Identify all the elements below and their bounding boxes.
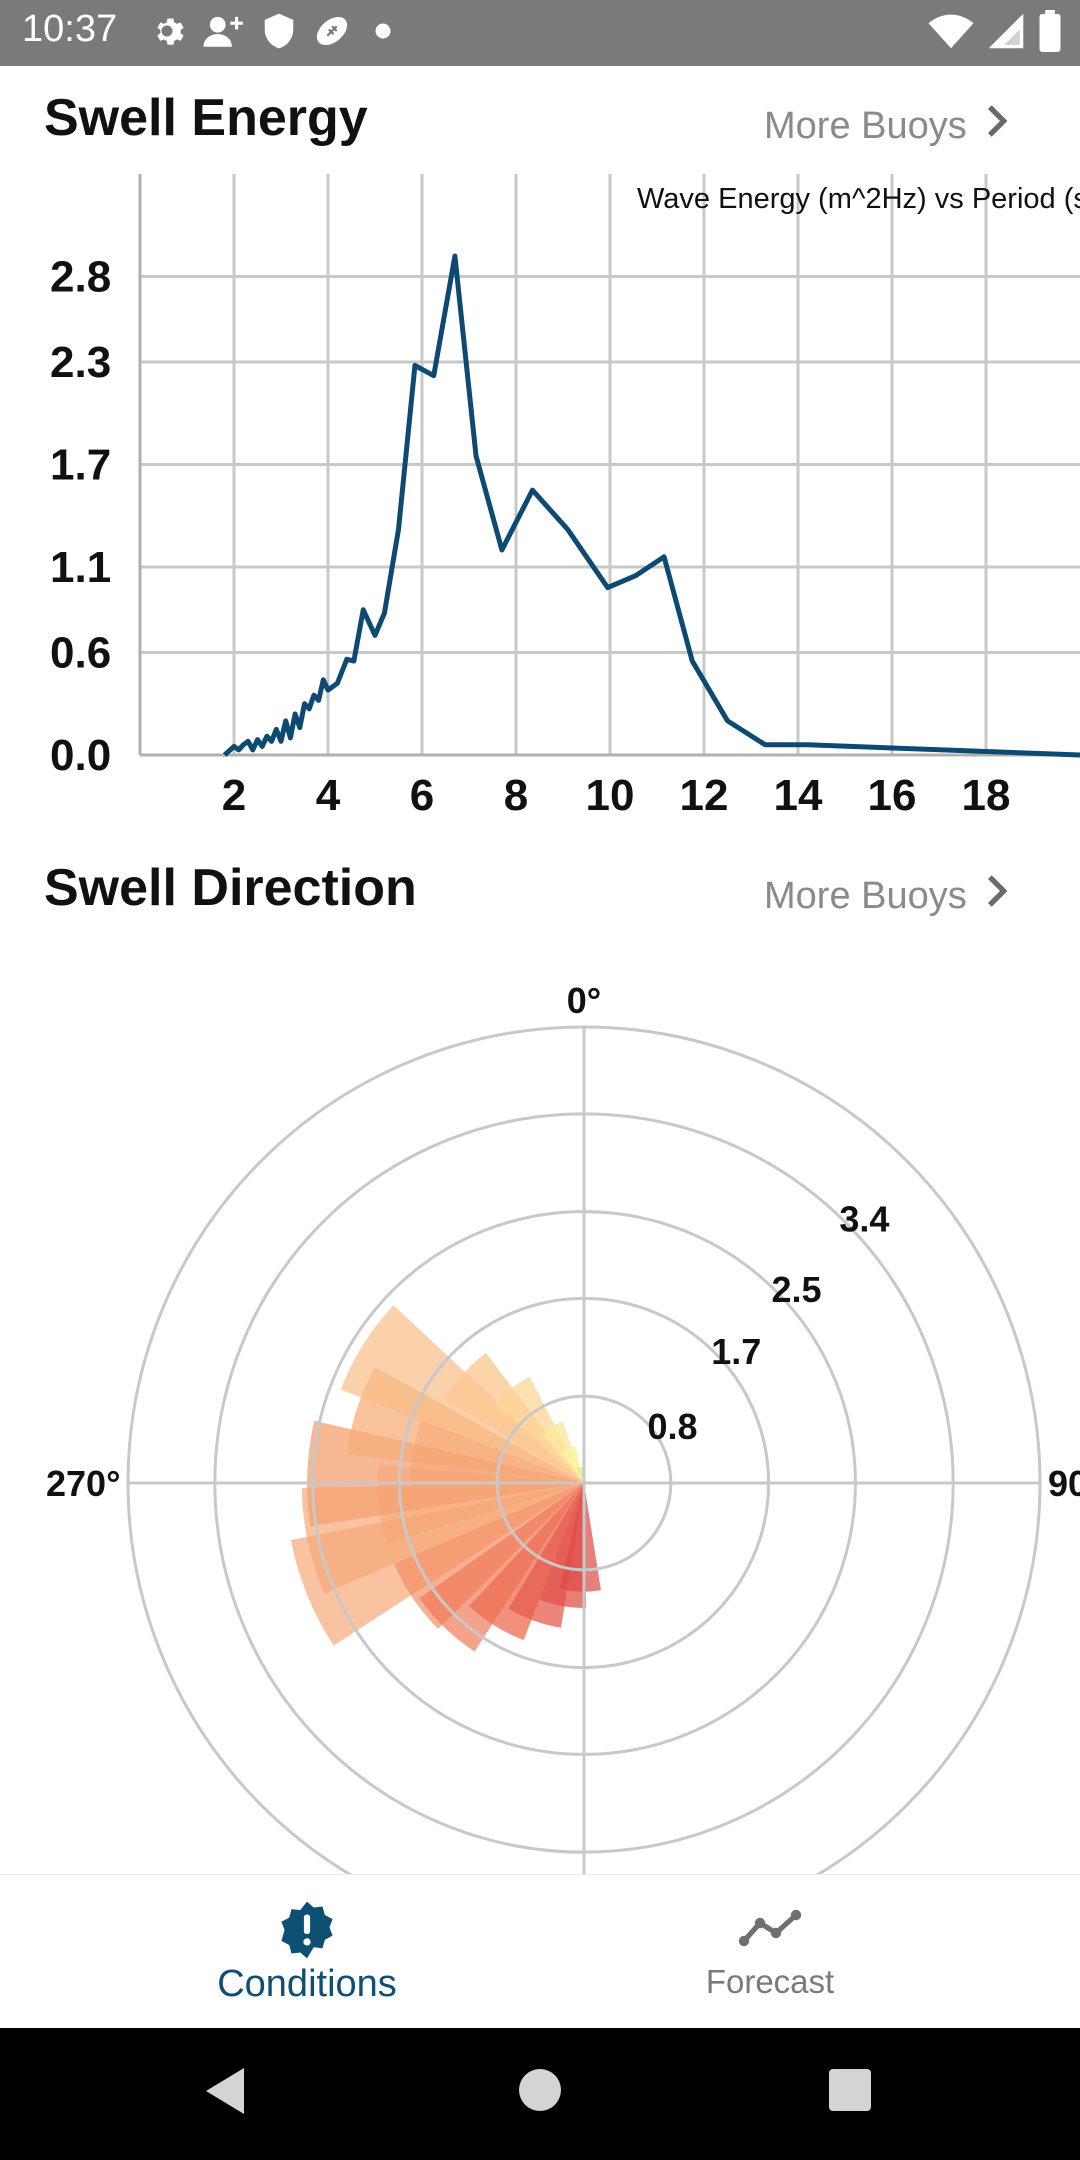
x-tick-label: 8 bbox=[504, 771, 528, 820]
ring-value-label: 3.4 bbox=[839, 1198, 889, 1239]
direction-label-east: 90 bbox=[1048, 1463, 1080, 1504]
x-tick-label: 6 bbox=[410, 771, 434, 820]
alert-badge-icon bbox=[276, 1899, 338, 1966]
tab-conditions[interactable]: Conditions bbox=[37, 1875, 577, 2029]
ring-value-label: 1.7 bbox=[711, 1331, 761, 1372]
swell-direction-polar-chart: 0° 90 270° 0.8 1.7 2.5 3.4 bbox=[46, 980, 1080, 1874]
direction-wedge bbox=[410, 1420, 584, 1487]
direction-wedge bbox=[559, 1483, 601, 1592]
more-buoys-label: More Buoys bbox=[764, 874, 967, 917]
x-tick-label: 16 bbox=[868, 771, 917, 820]
tab-forecast[interactable]: Forecast bbox=[500, 1875, 1040, 2029]
status-notification-icons bbox=[148, 12, 398, 54]
x-tick-label: 18 bbox=[962, 771, 1011, 820]
more-buoys-direction-link[interactable]: More Buoys bbox=[764, 874, 1008, 918]
swell-direction-title: Swell Direction bbox=[44, 859, 417, 917]
direction-wedge bbox=[562, 1445, 584, 1483]
y-tick-label: 1.1 bbox=[50, 543, 111, 592]
status-system-icons bbox=[928, 9, 1062, 57]
y-tick-label: 2.3 bbox=[50, 338, 111, 387]
gear-icon bbox=[148, 12, 186, 55]
wifi-icon bbox=[928, 12, 974, 55]
y-tick-label: 0.0 bbox=[50, 731, 111, 780]
chevron-right-icon bbox=[985, 104, 1008, 148]
recents-button[interactable] bbox=[829, 2069, 871, 2116]
x-tick-label: 4 bbox=[316, 771, 341, 820]
direction-wedge bbox=[469, 1483, 584, 1641]
system-navigation-bar bbox=[0, 2028, 1080, 2160]
x-tick-label: 12 bbox=[680, 771, 729, 820]
dot-icon bbox=[368, 12, 398, 55]
status-bar: 10:37 bbox=[0, 0, 1080, 66]
chart-title: Wave Energy (m^2Hz) vs Period (s bbox=[637, 183, 1080, 215]
more-buoys-label: More Buoys bbox=[764, 104, 967, 147]
back-button[interactable] bbox=[204, 2066, 248, 2121]
ring-value-label: 0.8 bbox=[648, 1406, 698, 1447]
home-button[interactable] bbox=[518, 2068, 562, 2117]
trend-line-icon bbox=[738, 1905, 802, 1958]
tab-conditions-label: Conditions bbox=[217, 1963, 397, 2005]
bottom-navigation: Conditions Forecast bbox=[0, 1874, 1080, 2029]
y-tick-label: 1.7 bbox=[50, 441, 111, 490]
x-tick-label: 10 bbox=[586, 771, 635, 820]
shield-icon bbox=[262, 12, 296, 55]
more-buoys-energy-link[interactable]: More Buoys bbox=[764, 104, 1008, 148]
wave-energy-series-line bbox=[222, 253, 1080, 758]
y-tick-label: 0.6 bbox=[50, 628, 111, 677]
cell-signal-icon bbox=[986, 12, 1026, 55]
y-tick-label: 2.8 bbox=[50, 253, 111, 302]
direction-wedge bbox=[419, 1483, 584, 1652]
chevron-right-icon bbox=[985, 874, 1008, 918]
wave-energy-chart: Wave Energy (m^2Hz) vs Period (s 0.0 0.6 1.… bbox=[50, 174, 1080, 820]
swell-energy-title: Swell Energy bbox=[44, 89, 368, 147]
direction-label-north: 0° bbox=[567, 980, 601, 1021]
direction-wedge bbox=[576, 1466, 584, 1483]
person-add-icon bbox=[202, 12, 246, 55]
direction-label-west: 270° bbox=[46, 1463, 120, 1504]
x-tick-label: 2 bbox=[222, 771, 246, 820]
ring-value-label: 2.5 bbox=[772, 1269, 822, 1310]
battery-icon bbox=[1038, 9, 1062, 57]
x-tick-label: 14 bbox=[774, 771, 823, 820]
status-time: 10:37 bbox=[22, 8, 118, 50]
tab-forecast-label: Forecast bbox=[705, 1963, 835, 2000]
football-icon bbox=[312, 12, 352, 55]
